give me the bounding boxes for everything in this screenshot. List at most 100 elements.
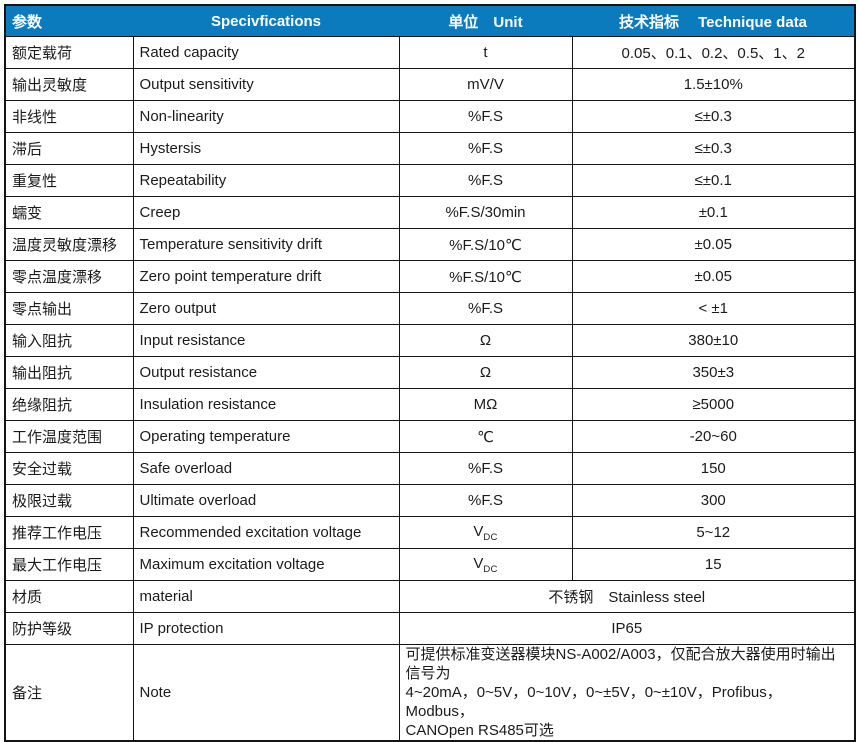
table-row: 温度灵敏度漂移 Temperature sensitivity drift %F… xyxy=(4,228,856,261)
param-cell: 重复性 xyxy=(4,164,134,197)
table-row: 材质 material 不锈钢 Stainless steel xyxy=(4,580,856,613)
table-row: 滞后 Hystersis %F.S ≤±0.3 xyxy=(4,132,856,165)
value-cell: 150 xyxy=(571,452,856,485)
table-row: 输出灵敏度 Output sensitivity mV/V 1.5±10% xyxy=(4,68,856,101)
unit-cell: %F.S xyxy=(398,452,573,485)
unit-cell: %F.S/30min xyxy=(398,196,573,229)
value-cell: ±0.05 xyxy=(571,260,856,293)
spec-cell: Insulation resistance xyxy=(132,388,400,421)
unit-cell: Ω xyxy=(398,324,573,357)
param-cell: 额定载荷 xyxy=(4,36,134,69)
value-cell: ±0.1 xyxy=(571,196,856,229)
table-row: 极限过载 Ultimate overload %F.S 300 xyxy=(4,484,856,517)
param-cell: 安全过载 xyxy=(4,452,134,485)
header-specifications: Specivfications xyxy=(133,5,399,37)
header-row: 参数 Specivfications 单位 Unit 技术指标 Techniqu… xyxy=(5,5,855,37)
param-cell: 非线性 xyxy=(4,100,134,133)
unit-cell: MΩ xyxy=(398,388,573,421)
param-cell: 推荐工作电压 xyxy=(4,516,134,549)
unit-subscript: DC xyxy=(483,563,498,575)
param-cell: 备注 xyxy=(4,644,134,742)
table-row: 零点输出 Zero output %F.S < ±1 xyxy=(4,292,856,325)
table-row: 非线性 Non-linearity %F.S ≤±0.3 xyxy=(4,100,856,133)
spec-cell: Note xyxy=(132,644,400,742)
table-row: 备注 Note 可提供标准变送器模块NS-A002/A003，仅配合放大器使用时… xyxy=(4,644,856,742)
spec-cell: Non-linearity xyxy=(132,100,400,133)
value-cell: ±0.05 xyxy=(571,228,856,261)
spec-cell: Repeatability xyxy=(132,164,400,197)
unit-cell: %F.S xyxy=(398,484,573,517)
value-cell: 1.5±10% xyxy=(571,68,856,101)
note-value-cell: 可提供标准变送器模块NS-A002/A003，仅配合放大器使用时输出信号为 4~… xyxy=(398,644,856,742)
unit-cell: ℃ xyxy=(398,420,573,453)
header-technique-data: 技术指标 Technique data xyxy=(572,5,855,37)
param-cell: 防护等级 xyxy=(4,612,134,645)
value-cell: ≤±0.1 xyxy=(571,164,856,197)
unit-cell: %F.S xyxy=(398,132,573,165)
table-row: 绝缘阻抗 Insulation resistance MΩ ≥5000 xyxy=(4,388,856,421)
unit-cell: VDC xyxy=(398,548,573,581)
param-cell: 极限过载 xyxy=(4,484,134,517)
param-cell: 最大工作电压 xyxy=(4,548,134,581)
unit-subscript: DC xyxy=(483,531,498,543)
unit-cell: %F.S xyxy=(398,100,573,133)
value-cell: ≤±0.3 xyxy=(571,100,856,133)
value-cell: 300 xyxy=(571,484,856,517)
value-cell: 350±3 xyxy=(571,356,856,389)
spec-cell: Maximum excitation voltage xyxy=(132,548,400,581)
table-row: 工作温度范围 Operating temperature ℃ -20~60 xyxy=(4,420,856,453)
param-cell: 材质 xyxy=(4,580,134,613)
unit-cell: mV/V xyxy=(398,68,573,101)
value-cell: ≤±0.3 xyxy=(571,132,856,165)
spec-cell: Zero output xyxy=(132,292,400,325)
unit-cell: %F.S/10℃ xyxy=(398,228,573,261)
header-unit: 单位 Unit xyxy=(399,5,572,37)
param-cell: 滞后 xyxy=(4,132,134,165)
param-cell: 零点温度漂移 xyxy=(4,260,134,293)
table-row: 安全过载 Safe overload %F.S 150 xyxy=(4,452,856,485)
param-cell: 温度灵敏度漂移 xyxy=(4,228,134,261)
param-cell: 零点输出 xyxy=(4,292,134,325)
spec-cell: Recommended excitation voltage xyxy=(132,516,400,549)
unit-cell: t xyxy=(398,36,573,69)
merged-value-cell: IP65 xyxy=(398,612,856,645)
param-cell: 工作温度范围 xyxy=(4,420,134,453)
param-cell: 蠕变 xyxy=(4,196,134,229)
value-cell: -20~60 xyxy=(571,420,856,453)
param-cell: 绝缘阻抗 xyxy=(4,388,134,421)
spec-cell: IP protection xyxy=(132,612,400,645)
spec-cell: Output resistance xyxy=(132,356,400,389)
spec-cell: Creep xyxy=(132,196,400,229)
spec-cell: material xyxy=(132,580,400,613)
spec-cell: Hystersis xyxy=(132,132,400,165)
unit-cell: %F.S xyxy=(398,164,573,197)
table-row: 最大工作电压 Maximum excitation voltage VDC 15 xyxy=(4,548,856,581)
spec-cell: Operating temperature xyxy=(132,420,400,453)
value-cell: 380±10 xyxy=(571,324,856,357)
spec-cell: Output sensitivity xyxy=(132,68,400,101)
table-row: 额定载荷 Rated capacity t 0.05、0.1、0.2、0.5、1… xyxy=(4,36,856,69)
table-row: 防护等级 IP protection IP65 xyxy=(4,612,856,645)
unit-cell: VDC xyxy=(398,516,573,549)
param-cell: 输出灵敏度 xyxy=(4,68,134,101)
unit-cell: %F.S/10℃ xyxy=(398,260,573,293)
unit-cell: Ω xyxy=(398,356,573,389)
table-row: 推荐工作电压 Recommended excitation voltage VD… xyxy=(4,516,856,549)
table-row: 输入阻抗 Input resistance Ω 380±10 xyxy=(4,324,856,357)
value-cell: 0.05、0.1、0.2、0.5、1、2 xyxy=(571,36,856,69)
table-row: 重复性 Repeatability %F.S ≤±0.1 xyxy=(4,164,856,197)
value-cell: < ±1 xyxy=(571,292,856,325)
table-row: 输出阻抗 Output resistance Ω 350±3 xyxy=(4,356,856,389)
spec-cell: Ultimate overload xyxy=(132,484,400,517)
spec-table: 参数 Specivfications 单位 Unit 技术指标 Techniqu… xyxy=(4,4,856,742)
spec-cell: Input resistance xyxy=(132,324,400,357)
spec-cell: Zero point temperature drift xyxy=(132,260,400,293)
param-cell: 输出阻抗 xyxy=(4,356,134,389)
spec-cell: Temperature sensitivity drift xyxy=(132,228,400,261)
merged-value-cell: 不锈钢 Stainless steel xyxy=(398,580,856,613)
table-row: 零点温度漂移 Zero point temperature drift %F.S… xyxy=(4,260,856,293)
param-cell: 输入阻抗 xyxy=(4,324,134,357)
spec-cell: Safe overload xyxy=(132,452,400,485)
table-row: 蠕变 Creep %F.S/30min ±0.1 xyxy=(4,196,856,229)
value-cell: 15 xyxy=(571,548,856,581)
